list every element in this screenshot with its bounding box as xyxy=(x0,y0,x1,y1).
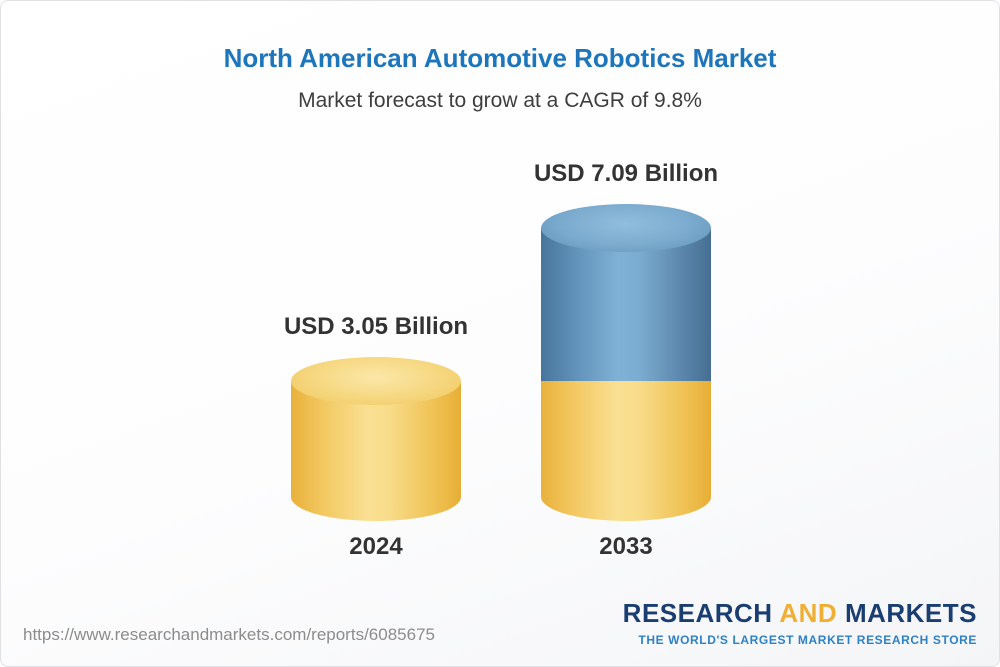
logo-word-and: AND xyxy=(779,598,838,628)
chart-subtitle: Market forecast to grow at a CAGR of 9.8… xyxy=(298,89,702,112)
value-label-2024: USD 3.05 Billion xyxy=(283,313,469,341)
chart-title: North American Automotive Robotics Marke… xyxy=(223,43,777,73)
logo-tagline: THE WORLD'S LARGEST MARKET RESEARCH STOR… xyxy=(638,633,977,647)
cylinder-2033-top-ellipse xyxy=(541,203,711,252)
logo-word-research: RESEARCH xyxy=(622,598,773,628)
bar-2033: USD 7.09 Billion 2033 xyxy=(534,1,718,666)
cylinder-2033-growth-segment xyxy=(541,227,711,382)
cylinder-2024-top-ellipse xyxy=(291,357,461,406)
cylinder-2033-base-segment xyxy=(541,381,711,521)
logo-wordmark: RESEARCH AND MARKETS xyxy=(623,598,977,629)
cylinder-2024 xyxy=(291,357,461,521)
source-url: https://www.researchandmarkets.com/repor… xyxy=(23,625,435,644)
value-label-2033: USD 7.09 Billion xyxy=(533,159,719,187)
category-label-2024: 2024 xyxy=(349,533,403,560)
bar-2024: USD 3.05 Billion 2024 xyxy=(284,1,468,666)
research-and-markets-logo: RESEARCH AND MARKETS THE WORLD'S LARGEST… xyxy=(623,598,977,647)
logo-word-markets: MARKETS xyxy=(844,598,977,628)
cylinder-2033 xyxy=(541,203,711,521)
category-label-2033: 2033 xyxy=(599,533,653,560)
